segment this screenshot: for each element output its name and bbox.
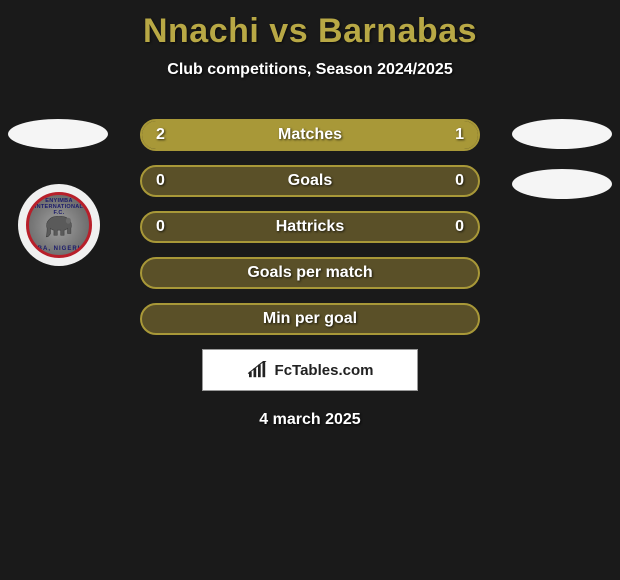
stat-value-right: 1 (455, 126, 464, 144)
elephant-icon (42, 211, 76, 239)
date-text: 4 march 2025 (0, 411, 620, 429)
club-badge: ENYIMBA INTERNATIONAL F.C. ABA, NIGERIA (18, 184, 100, 266)
stat-label: Hattricks (142, 218, 478, 236)
brand-text: FcTables.com (275, 362, 374, 379)
stat-label: Min per goal (142, 310, 478, 328)
stat-row-min-per-goal: Min per goal (140, 303, 480, 335)
stat-label: Matches (142, 126, 478, 144)
stat-row-goals: 0 Goals 0 (140, 165, 480, 197)
stat-row-hattricks: 0 Hattricks 0 (140, 211, 480, 243)
badge-bottom-text: ABA, NIGERIA (29, 246, 89, 252)
stat-row-matches: 2 Matches 1 (140, 119, 480, 151)
page-title: Nnachi vs Barnabas (0, 0, 620, 51)
bar-chart-icon (247, 361, 269, 379)
club-badge-inner: ENYIMBA INTERNATIONAL F.C. ABA, NIGERIA (26, 192, 92, 258)
brand-card[interactable]: FcTables.com (202, 349, 418, 391)
right-player-avatar-placeholder-2 (512, 169, 612, 199)
stat-value-right: 0 (455, 172, 464, 190)
right-player-avatar-placeholder-1 (512, 119, 612, 149)
stat-label: Goals per match (142, 264, 478, 282)
page-subtitle: Club competitions, Season 2024/2025 (0, 61, 620, 79)
stat-row-goals-per-match: Goals per match (140, 257, 480, 289)
comparison-panel: ENYIMBA INTERNATIONAL F.C. ABA, NIGERIA … (0, 119, 620, 429)
stat-label: Goals (142, 172, 478, 190)
stat-value-right: 0 (455, 218, 464, 236)
left-player-avatar-placeholder (8, 119, 108, 149)
stat-rows: 2 Matches 1 0 Goals 0 0 Hattricks 0 Goal… (140, 119, 480, 335)
